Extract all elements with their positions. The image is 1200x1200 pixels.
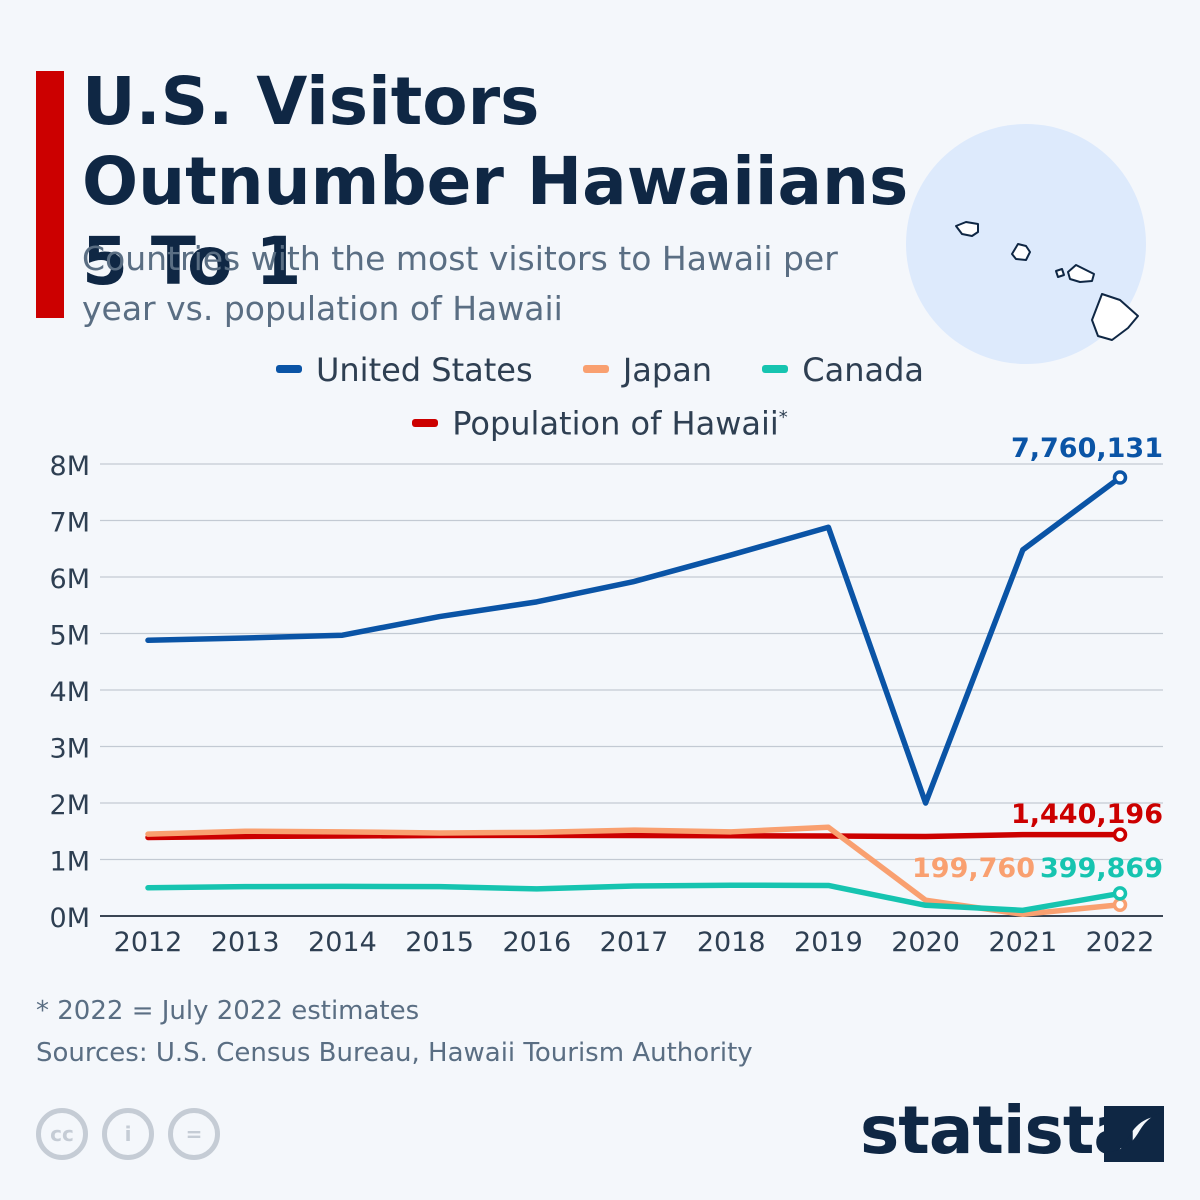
data-label-population: 1,440,196 <box>1011 799 1163 830</box>
y-tick-label: 5M <box>50 621 90 652</box>
y-tick-label: 1M <box>50 847 90 878</box>
footnote-sources: Sources: U.S. Census Bureau, Hawaii Tour… <box>36 1038 753 1068</box>
footnote-note: * 2022 = July 2022 estimates <box>36 996 420 1026</box>
attribution-icon: i <box>102 1108 154 1160</box>
legend-item-population: Population of Hawaii* <box>412 394 788 448</box>
page-title: U.S. Visitors Outnumber Hawaiians 5 To 1 <box>82 63 909 300</box>
y-tick-label: 7M <box>50 508 90 539</box>
x-tick-label: 2016 <box>502 927 571 958</box>
legend-population-asterisk: * <box>778 407 788 428</box>
no-derivatives-icon: = <box>168 1108 220 1160</box>
data-label-us: 7,760,131 <box>1011 433 1163 464</box>
y-tick-label: 4M <box>50 677 90 708</box>
data-label-japan: 199,760 <box>912 853 1035 884</box>
statista-logo-icon <box>1104 1106 1164 1162</box>
legend-item-canada: Canada <box>762 346 924 394</box>
series-end-marker-population <box>1112 827 1128 842</box>
x-tick-label: 2013 <box>211 927 280 958</box>
data-label-canada: 399,869 <box>1040 853 1163 884</box>
statista-logo-text: statista <box>860 1092 1138 1169</box>
x-tick-label: 2018 <box>697 927 766 958</box>
footnote: * 2022 = July 2022 estimates Sources: U.… <box>36 990 753 1074</box>
x-tick-label: 2017 <box>600 927 669 958</box>
legend-label-us: United States <box>315 351 533 389</box>
y-tick-label: 2M <box>50 790 90 821</box>
series-end-marker-japan <box>1112 897 1128 912</box>
y-tick-label: 3M <box>50 734 90 765</box>
legend-label-population: Population of Hawaii <box>452 404 779 443</box>
legend-item-japan: Japan <box>582 346 713 394</box>
subtitle: Countries with the most visitors to Hawa… <box>82 239 838 328</box>
chart-legend: United States Japan Canada Population of… <box>100 346 1100 448</box>
series-end-marker-us <box>1112 470 1128 485</box>
legend-swatch-canada <box>762 365 789 373</box>
x-tick-label: 2012 <box>114 927 183 958</box>
series-end-marker-canada <box>1112 886 1128 901</box>
line-chart: 0M 1M 2M 3M 4M 5M 6M 7M 8M 2012 2013 2014 2015 2016 20… <box>50 433 1163 958</box>
series-line-canada <box>145 882 1123 914</box>
y-tick-label: 6M <box>50 564 90 595</box>
legend-swatch-us <box>275 365 302 373</box>
cc-icon: cc <box>36 1108 88 1160</box>
x-tick-label: 2015 <box>405 927 474 958</box>
x-tick-label: 2014 <box>308 927 377 958</box>
legend-label-canada: Canada <box>802 351 925 389</box>
hawaii-map-icon <box>906 124 1146 364</box>
x-tick-label: 2020 <box>891 927 960 958</box>
series-line-population <box>145 831 1123 841</box>
y-tick-label: 0M <box>50 903 90 934</box>
x-tick-label: 2019 <box>794 927 863 958</box>
x-tick-label: 2021 <box>988 927 1057 958</box>
legend-label-japan: Japan <box>622 351 713 389</box>
accent-bar <box>36 71 64 318</box>
series-line-us <box>145 474 1123 806</box>
legend-swatch-population <box>412 418 439 427</box>
license-icons: cc i = <box>36 1108 234 1160</box>
legend-swatch-japan <box>582 365 609 373</box>
x-tick-label: 2022 <box>1086 927 1155 958</box>
legend-item-us: United States <box>275 346 533 394</box>
y-tick-label: 8M <box>50 451 90 482</box>
